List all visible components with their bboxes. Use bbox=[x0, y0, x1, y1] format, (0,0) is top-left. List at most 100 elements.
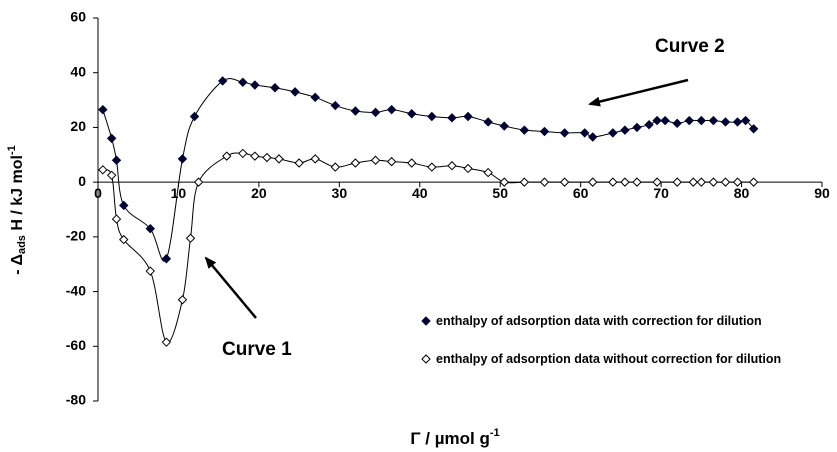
x-label-sup: -1 bbox=[490, 427, 500, 439]
data-point bbox=[708, 177, 719, 187]
data-point bbox=[608, 128, 618, 138]
data-point bbox=[350, 158, 361, 168]
data-point bbox=[483, 167, 493, 178]
data-point bbox=[270, 83, 280, 93]
data-point bbox=[588, 132, 598, 142]
y-label-sub: ads bbox=[16, 235, 28, 254]
data-point bbox=[370, 155, 381, 165]
data-point bbox=[519, 177, 530, 187]
data-point bbox=[632, 122, 642, 133]
x-tick-label: 70 bbox=[653, 185, 669, 201]
data-point bbox=[499, 177, 509, 187]
data-point bbox=[106, 170, 117, 181]
data-point bbox=[386, 104, 397, 115]
data-point bbox=[608, 177, 618, 187]
series-line bbox=[102, 78, 754, 262]
data-point bbox=[447, 161, 457, 171]
legend-label: enthalpy of adsorption data with correct… bbox=[436, 314, 762, 328]
y-tick-label: -40 bbox=[66, 282, 86, 298]
data-point bbox=[119, 200, 129, 211]
data-point bbox=[274, 154, 284, 164]
data-point bbox=[370, 107, 381, 118]
x-tick-label: 10 bbox=[171, 185, 187, 201]
y-label-part: H / kJ mol bbox=[9, 155, 26, 235]
data-point bbox=[189, 111, 200, 122]
data-point bbox=[740, 115, 751, 126]
data-point bbox=[672, 118, 682, 129]
data-point bbox=[238, 77, 248, 87]
data-point bbox=[632, 177, 642, 187]
data-point bbox=[672, 177, 682, 187]
arrow bbox=[588, 78, 689, 107]
data-point bbox=[310, 92, 320, 103]
data-point bbox=[177, 154, 188, 164]
data-point bbox=[177, 295, 188, 305]
y-tick-label: -20 bbox=[66, 228, 86, 244]
data-point bbox=[708, 115, 719, 126]
data-point bbox=[185, 233, 196, 243]
arrow bbox=[204, 256, 257, 319]
data-point bbox=[161, 337, 172, 347]
data-point bbox=[588, 177, 598, 187]
data-point bbox=[111, 214, 122, 224]
data-point bbox=[620, 125, 630, 135]
data-point bbox=[119, 234, 129, 245]
data-point bbox=[262, 152, 272, 163]
data-point bbox=[145, 223, 155, 234]
data-point bbox=[386, 156, 397, 167]
data-point bbox=[407, 158, 417, 168]
data-point bbox=[688, 177, 698, 187]
data-point bbox=[222, 151, 232, 161]
x-tick-label: 90 bbox=[814, 185, 830, 201]
x-label-part: Γ / µmol g bbox=[410, 429, 490, 448]
y-label-part: - Δ bbox=[9, 254, 26, 275]
x-tick-label: 80 bbox=[734, 185, 750, 201]
data-point bbox=[732, 117, 743, 127]
x-axis-label: Γ / µmol g-1 bbox=[410, 427, 499, 449]
data-point bbox=[294, 158, 304, 168]
data-point bbox=[106, 133, 117, 144]
legend-marker bbox=[421, 354, 431, 364]
data-point bbox=[161, 254, 172, 264]
data-point bbox=[290, 87, 300, 97]
data-point bbox=[720, 117, 731, 127]
data-point bbox=[98, 104, 108, 115]
data-point bbox=[644, 119, 654, 130]
y-tick-label: 20 bbox=[70, 118, 86, 134]
data-point bbox=[310, 154, 320, 164]
data-point bbox=[217, 76, 228, 86]
data-point bbox=[652, 177, 662, 187]
data-point bbox=[427, 162, 437, 172]
x-tick-label: 0 bbox=[94, 185, 102, 201]
data-point bbox=[732, 177, 743, 187]
data-point bbox=[539, 177, 550, 187]
data-point bbox=[620, 177, 630, 187]
y-tick-label: -60 bbox=[66, 337, 86, 353]
data-point bbox=[696, 177, 707, 187]
data-point bbox=[559, 177, 570, 187]
data-point bbox=[145, 266, 155, 276]
data-point bbox=[696, 115, 707, 126]
data-point bbox=[748, 124, 759, 134]
data-point bbox=[499, 121, 509, 131]
data-point bbox=[519, 125, 530, 135]
y-axis-label: - Δads H / kJ mol-1 bbox=[6, 145, 28, 274]
x-tick-label: 30 bbox=[332, 185, 348, 201]
data-point bbox=[748, 177, 759, 187]
data-point bbox=[684, 115, 694, 126]
data-point bbox=[111, 155, 122, 165]
y-tick-label: 60 bbox=[70, 9, 86, 25]
x-tick-label: 40 bbox=[412, 185, 428, 201]
x-tick-label: 60 bbox=[573, 185, 589, 201]
y-tick-label: 0 bbox=[78, 173, 86, 189]
data-point bbox=[98, 165, 108, 175]
data-point bbox=[193, 177, 204, 187]
data-point bbox=[250, 151, 260, 161]
legend-entry: enthalpy of adsorption data without corr… bbox=[436, 352, 782, 366]
data-point bbox=[330, 162, 341, 172]
legend-label: enthalpy of adsorption data without corr… bbox=[436, 352, 782, 366]
data-point bbox=[660, 115, 670, 126]
legend-marker bbox=[421, 316, 431, 326]
legend-entry: enthalpy of adsorption data with correct… bbox=[436, 314, 762, 328]
